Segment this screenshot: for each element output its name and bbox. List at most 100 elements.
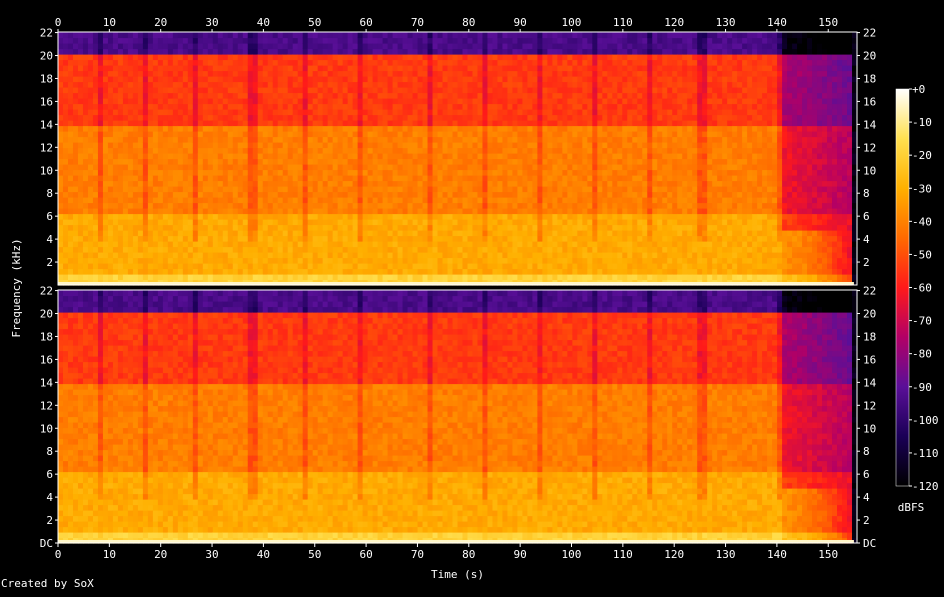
spectrogram-cell — [497, 224, 504, 231]
spectrogram-cell — [67, 70, 74, 77]
spectrogram-cell — [532, 164, 538, 171]
spectrogram-cell — [317, 109, 324, 116]
spectrogram-cell — [397, 180, 404, 187]
spectrogram-cell — [257, 268, 264, 275]
spectrogram-cell — [312, 246, 319, 253]
spectrogram-cell — [262, 175, 269, 182]
spectrogram-cell — [302, 92, 309, 99]
spectrogram-cell — [572, 59, 578, 66]
spectrogram-cell — [452, 103, 459, 110]
spectrogram-cell — [322, 235, 329, 242]
spectrogram-cell — [367, 246, 374, 253]
spectrogram-cell — [597, 153, 603, 160]
spectrogram-cell — [372, 103, 379, 110]
spectrogram-cell — [577, 208, 583, 215]
spectrogram-cell — [417, 87, 424, 94]
spectrogram-cell — [197, 197, 204, 204]
spectrogram-cell — [317, 92, 324, 99]
spectrogram-cell — [422, 202, 429, 209]
spectrogram-cell — [262, 164, 269, 171]
spectrogram-cell — [212, 175, 219, 182]
spectrogram-cell — [157, 191, 164, 198]
spectrogram-cell — [187, 81, 194, 88]
spectrogram-cell — [522, 103, 529, 110]
spectrogram-cell — [497, 158, 504, 165]
spectrogram-cell — [492, 153, 499, 160]
spectrogram-cell — [437, 268, 444, 275]
spectrogram-cell — [292, 59, 299, 66]
spectrogram-cell — [167, 224, 174, 231]
spectrogram-cell — [177, 59, 184, 66]
spectrogram-cell — [152, 257, 159, 264]
spectrogram-cell — [122, 180, 129, 187]
spectrogram-cell — [392, 76, 399, 83]
spectrogram-cell — [407, 76, 414, 83]
spectrogram-cell — [212, 37, 219, 44]
spectrogram-cell — [92, 125, 99, 132]
spectrogram-cell — [507, 109, 514, 116]
spectrogram-cell — [67, 153, 74, 160]
spectrogram-cell — [302, 153, 309, 160]
spectrogram-cell — [592, 186, 598, 193]
spectrogram-cell — [542, 191, 548, 198]
spectrogram-cell — [247, 268, 254, 275]
spectrogram-cell — [292, 219, 299, 226]
spectrogram-cell — [77, 131, 84, 138]
spectrogram-cell — [142, 252, 149, 259]
spectrogram-cell — [447, 147, 454, 154]
spectrogram-cell — [427, 208, 434, 215]
spectrogram-cell — [282, 208, 289, 215]
spectrogram-cell — [117, 175, 124, 182]
spectrogram-cell — [117, 230, 124, 237]
spectrogram-cell — [427, 175, 434, 182]
spectrogram-cell — [187, 186, 194, 193]
spectrogram-cell — [267, 136, 274, 143]
spectrogram-cell — [247, 87, 254, 94]
spectrogram-cell — [217, 224, 224, 231]
spectrogram-cell — [172, 230, 179, 237]
spectrogram-cell — [137, 164, 144, 171]
spectrogram-cell — [227, 224, 234, 231]
spectrogram-cell — [107, 175, 114, 182]
spectrogram-cell — [207, 235, 214, 242]
spectrogram-cell — [462, 59, 469, 66]
spectrogram-cell — [537, 191, 543, 198]
spectrogram-cell — [192, 230, 199, 237]
spectrogram-cell — [227, 32, 234, 39]
spectrogram-cell — [347, 87, 354, 94]
spectrogram-cell — [547, 43, 553, 50]
spectrogram-cell — [102, 120, 109, 127]
spectrogram-cell — [412, 98, 419, 105]
spectrogram-cell — [72, 252, 79, 259]
spectrogram-cell — [397, 208, 404, 215]
spectrogram-cell — [202, 263, 209, 270]
spectrogram-cell — [597, 241, 603, 248]
spectrogram-cell — [492, 202, 499, 209]
spectrogram-cell — [517, 263, 524, 270]
spectrogram-cell — [192, 131, 199, 138]
spectrogram-cell — [382, 81, 389, 88]
spectrogram-cell — [552, 158, 558, 165]
spectrogram-cell — [137, 268, 144, 275]
spectrogram-cell — [562, 186, 568, 193]
spectrogram-cell — [247, 37, 254, 44]
spectrogram-cell — [572, 175, 578, 182]
spectrogram-cell — [192, 92, 199, 99]
spectrogram-cell — [507, 70, 514, 77]
spectrogram-cell — [567, 153, 573, 160]
spectrogram-cell — [597, 147, 603, 154]
spectrogram-cell — [477, 92, 484, 99]
spectrogram-cell — [152, 54, 159, 61]
spectrogram-cell — [377, 120, 384, 127]
spectrogram-cell — [457, 191, 464, 198]
spectrogram-cell — [267, 169, 274, 176]
spectrogram-cell — [532, 103, 538, 110]
spectrogram-cell — [512, 175, 519, 182]
spectrogram-cell — [132, 109, 139, 116]
spectrogram-cell — [542, 235, 548, 242]
spectrogram-cell — [497, 268, 504, 275]
spectrogram-cell — [382, 109, 389, 116]
spectrogram-cell — [367, 131, 374, 138]
spectrogram-cell — [487, 87, 494, 94]
spectrogram-cell — [267, 87, 274, 94]
